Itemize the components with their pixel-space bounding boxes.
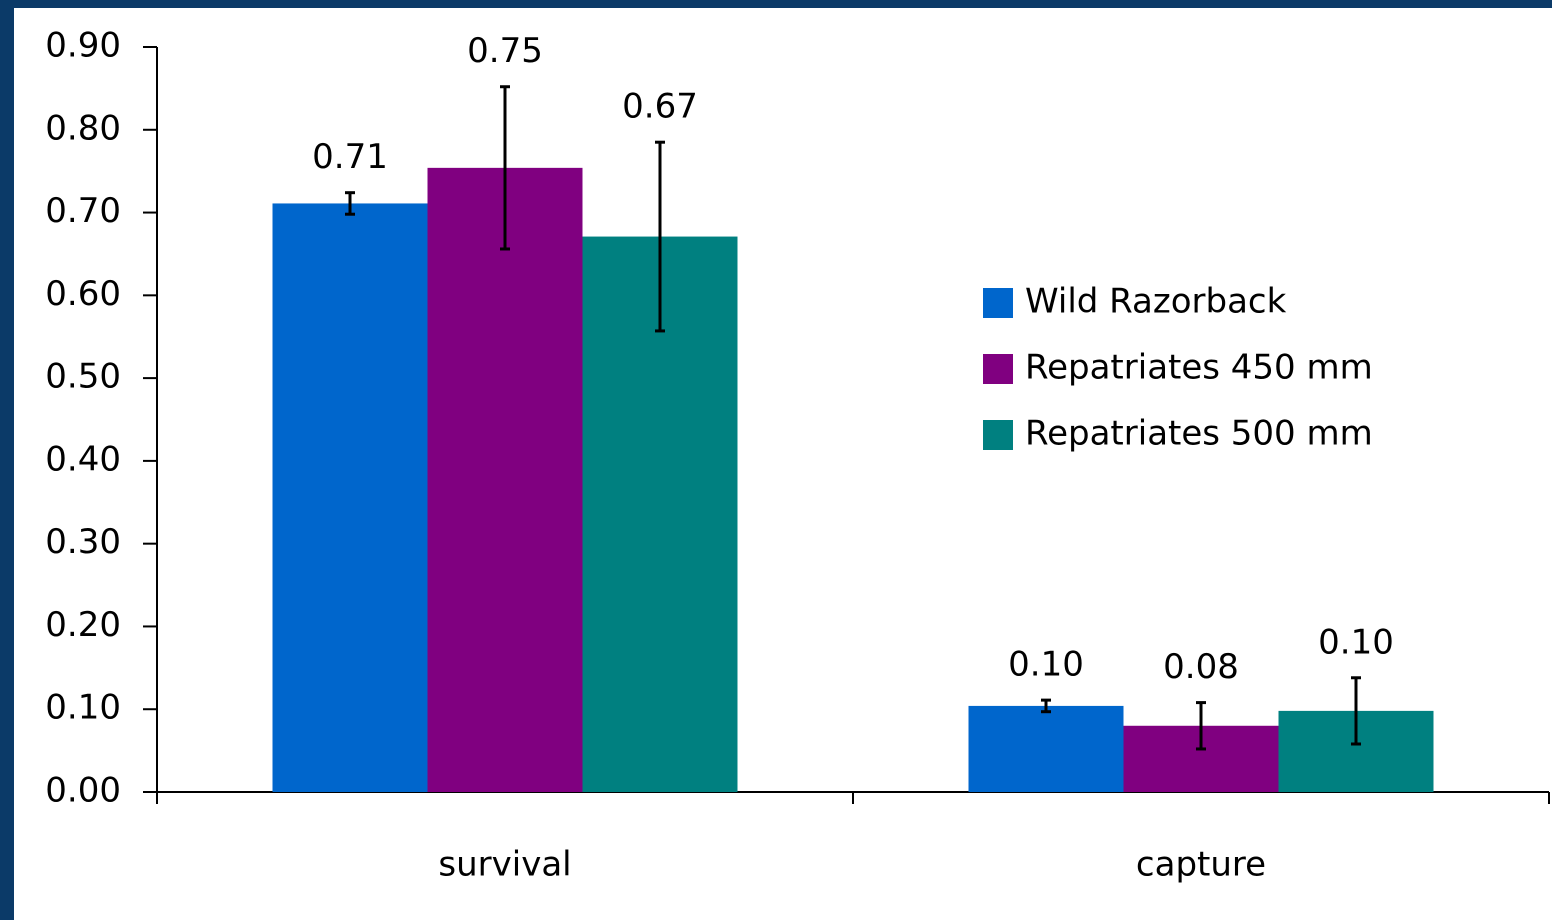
- legend-label: Repatriates 450 mm: [1025, 348, 1373, 388]
- y-tick-label: 0.70: [45, 191, 121, 231]
- error-bar: [345, 191, 356, 216]
- y-tick-label: 0.30: [45, 522, 121, 562]
- error-bar: [1196, 701, 1206, 751]
- legend-swatch: [983, 354, 1013, 384]
- y-tick-label: 0.50: [45, 357, 121, 397]
- data-label: 0.10: [1318, 622, 1394, 662]
- legend-swatch: [983, 420, 1013, 450]
- y-tick-label: 0.20: [45, 605, 121, 645]
- error-bar: [1350, 676, 1361, 746]
- bar: [272, 203, 428, 792]
- x-tick-label: survival: [438, 845, 571, 885]
- error-bar: [654, 140, 665, 333]
- x-tick-label: capture: [1136, 845, 1266, 885]
- y-tick-label: 0.90: [45, 26, 121, 66]
- y-tick-label: 0.00: [45, 771, 121, 811]
- y-tick-label: 0.40: [45, 439, 121, 479]
- data-label: 0.75: [467, 31, 543, 71]
- data-label: 0.67: [622, 87, 698, 127]
- data-label: 0.10: [1008, 645, 1084, 685]
- legend-label: Repatriates 500 mm: [1025, 414, 1373, 454]
- error-bar: [1041, 698, 1052, 714]
- legend-label: Wild Razorback: [1025, 282, 1287, 322]
- y-tick-label: 0.60: [45, 274, 121, 314]
- bar: [427, 167, 583, 792]
- bar: [968, 705, 1124, 792]
- y-tick-label: 0.10: [45, 688, 121, 728]
- data-label: 0.71: [312, 137, 388, 177]
- error-bar: [500, 85, 510, 251]
- data-label: 0.08: [1163, 647, 1239, 687]
- y-tick-label: 0.80: [45, 108, 121, 148]
- legend-swatch: [983, 288, 1013, 318]
